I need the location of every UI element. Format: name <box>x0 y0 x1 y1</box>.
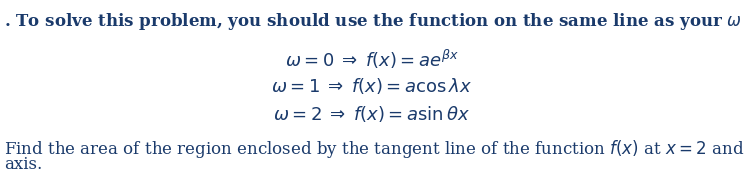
Text: Find the area of the region enclosed by the tangent line of the function $f(x)$ : Find the area of the region enclosed by … <box>4 138 744 160</box>
Text: axis.: axis. <box>4 156 42 173</box>
Text: . To solve this problem, you should use the function on the same line as your $\: . To solve this problem, you should use … <box>4 11 744 32</box>
Text: $\omega = 2 \;\Rightarrow\; f(x) = a\sin\theta x$: $\omega = 2 \;\Rightarrow\; f(x) = a\sin… <box>274 104 470 124</box>
Text: $\omega = 0 \;\Rightarrow\; f(x) = ae^{\beta x}$: $\omega = 0 \;\Rightarrow\; f(x) = ae^{\… <box>285 48 459 71</box>
Text: $\omega = 1 \;\Rightarrow\; f(x) = a\cos\lambda x$: $\omega = 1 \;\Rightarrow\; f(x) = a\cos… <box>272 76 472 96</box>
